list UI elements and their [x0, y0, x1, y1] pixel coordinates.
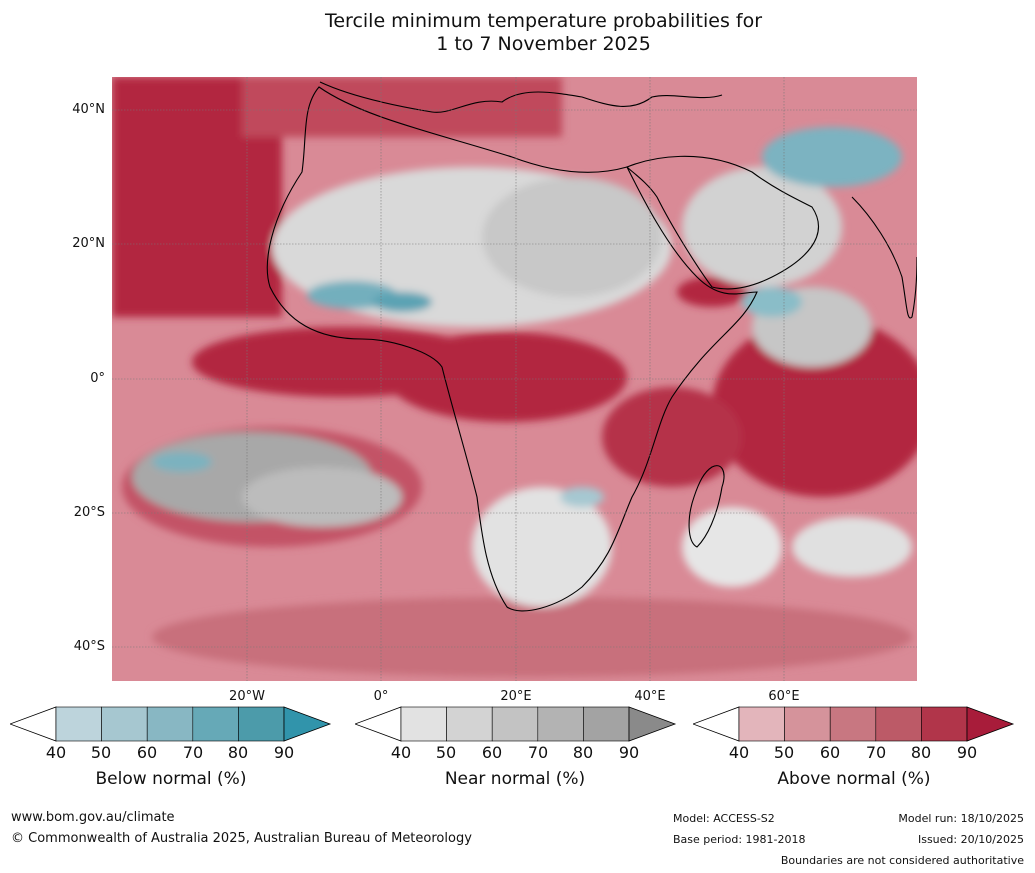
near-tick-80: 80 — [572, 743, 594, 762]
lon-label-0: 0° — [373, 689, 389, 704]
colorbar-near-svg — [355, 706, 677, 742]
chart-title: Tercile minimum temperature probabilitie… — [0, 10, 1035, 56]
above-tick-50: 50 — [773, 743, 795, 762]
footer-website: www.bom.gov.au/climate — [11, 810, 175, 825]
below-tick-90: 90 — [273, 743, 295, 762]
lat-label-40n: 40°N — [72, 102, 105, 117]
above-indian-ocean — [712, 317, 932, 497]
colorbar-arrow-low — [10, 706, 57, 742]
near-tick-60: 60 — [481, 743, 503, 762]
colorbar-segment — [921, 706, 968, 742]
colorbar-segment — [829, 706, 877, 742]
below-tick-60: 60 — [136, 743, 158, 762]
below-south-atlantic — [152, 452, 212, 472]
near-mid-atlantic — [242, 467, 402, 527]
below-tick-80: 80 — [227, 743, 249, 762]
near-sahara-east — [482, 177, 662, 297]
footer-disclaimer: Boundaries are not considered authoritat… — [780, 854, 1024, 867]
title-line-2: 1 to 7 November 2025 — [436, 33, 651, 55]
footer-model-run: Model run: 18/10/2025 — [898, 812, 1024, 825]
lon-label-60e: 60°E — [768, 689, 800, 704]
near-tick-90: 90 — [618, 743, 640, 762]
footer-base-period: Base period: 1981-2018 — [673, 833, 806, 846]
colorbar-below — [10, 706, 332, 742]
lon-label-20e: 20°E — [500, 689, 532, 704]
india-coastline — [851, 196, 918, 319]
colorbar-segment — [784, 706, 831, 742]
lat-label-20s: 20°S — [73, 505, 105, 520]
colorbar-below-svg — [10, 706, 332, 742]
lon-label-40e: 40°E — [634, 689, 666, 704]
colorbar-segment — [491, 706, 539, 742]
colorbar-above-svg — [693, 706, 1015, 742]
probability-map — [112, 77, 932, 681]
map-canvas — [112, 77, 932, 681]
footer-issued: Issued: 20/10/2025 — [917, 833, 1024, 846]
near-tick-40: 40 — [390, 743, 412, 762]
colorbar-near-title: Near normal (%) — [444, 769, 586, 789]
above-southern-band — [152, 597, 912, 677]
colorbar-above-title: Above normal (%) — [777, 769, 931, 789]
colorbar-arrow-high — [283, 706, 332, 742]
colorbar-segment — [738, 706, 785, 742]
colorbar-segment — [537, 706, 584, 742]
near-tick-70: 70 — [527, 743, 549, 762]
above-arabia — [677, 277, 747, 307]
graticule — [112, 77, 917, 681]
colorbar-segment — [875, 706, 922, 742]
below-southern-africa — [560, 487, 604, 507]
below-sahel — [372, 292, 432, 312]
colorbar-arrow-low — [693, 706, 740, 742]
near-south-east — [792, 517, 912, 577]
below-tick-50: 50 — [90, 743, 112, 762]
colorbar-arrow-low — [355, 706, 402, 742]
below-iran — [762, 127, 902, 187]
footer-copyright: © Commonwealth of Australia 2025, Austra… — [11, 831, 472, 846]
below-tick-70: 70 — [182, 743, 204, 762]
colorbar-arrow-high — [966, 706, 1015, 742]
colorbar-segment — [238, 706, 285, 742]
above-tick-90: 90 — [956, 743, 978, 762]
near-southern-africa — [472, 487, 612, 607]
below-tick-40: 40 — [45, 743, 67, 762]
above-east-africa — [602, 387, 742, 487]
probability-shading — [112, 77, 932, 677]
europe-coastline — [319, 81, 723, 113]
colorbar-above — [693, 706, 1015, 742]
colorbar-segment — [583, 706, 630, 742]
colorbar-segment — [400, 706, 447, 742]
above-tick-60: 60 — [819, 743, 841, 762]
lon-label-20w: 20°W — [229, 689, 265, 704]
madagascar-coastline — [688, 465, 725, 548]
colorbar-segment — [446, 706, 493, 742]
near-madagascar-sea — [682, 507, 782, 587]
lat-label-20n: 20°N — [72, 236, 105, 251]
colorbar-segment — [192, 706, 239, 742]
above-gulf-guinea — [192, 327, 492, 397]
above-tick-80: 80 — [910, 743, 932, 762]
title-line-1: Tercile minimum temperature probabilitie… — [324, 10, 763, 32]
near-tick-50: 50 — [435, 743, 457, 762]
colorbar-segment — [146, 706, 194, 742]
above-tick-40: 40 — [728, 743, 750, 762]
below-arabian-sea — [742, 287, 802, 317]
lat-label-40s: 40°S — [73, 639, 105, 654]
colorbar-segment — [55, 706, 102, 742]
footer-model: Model: ACCESS-S2 — [673, 812, 775, 825]
lat-label-0: 0° — [90, 371, 105, 386]
colorbar-segment — [101, 706, 148, 742]
above-tick-70: 70 — [865, 743, 887, 762]
colorbar-near — [355, 706, 677, 742]
colorbar-arrow-high — [628, 706, 677, 742]
colorbar-below-title: Below normal (%) — [95, 769, 247, 789]
